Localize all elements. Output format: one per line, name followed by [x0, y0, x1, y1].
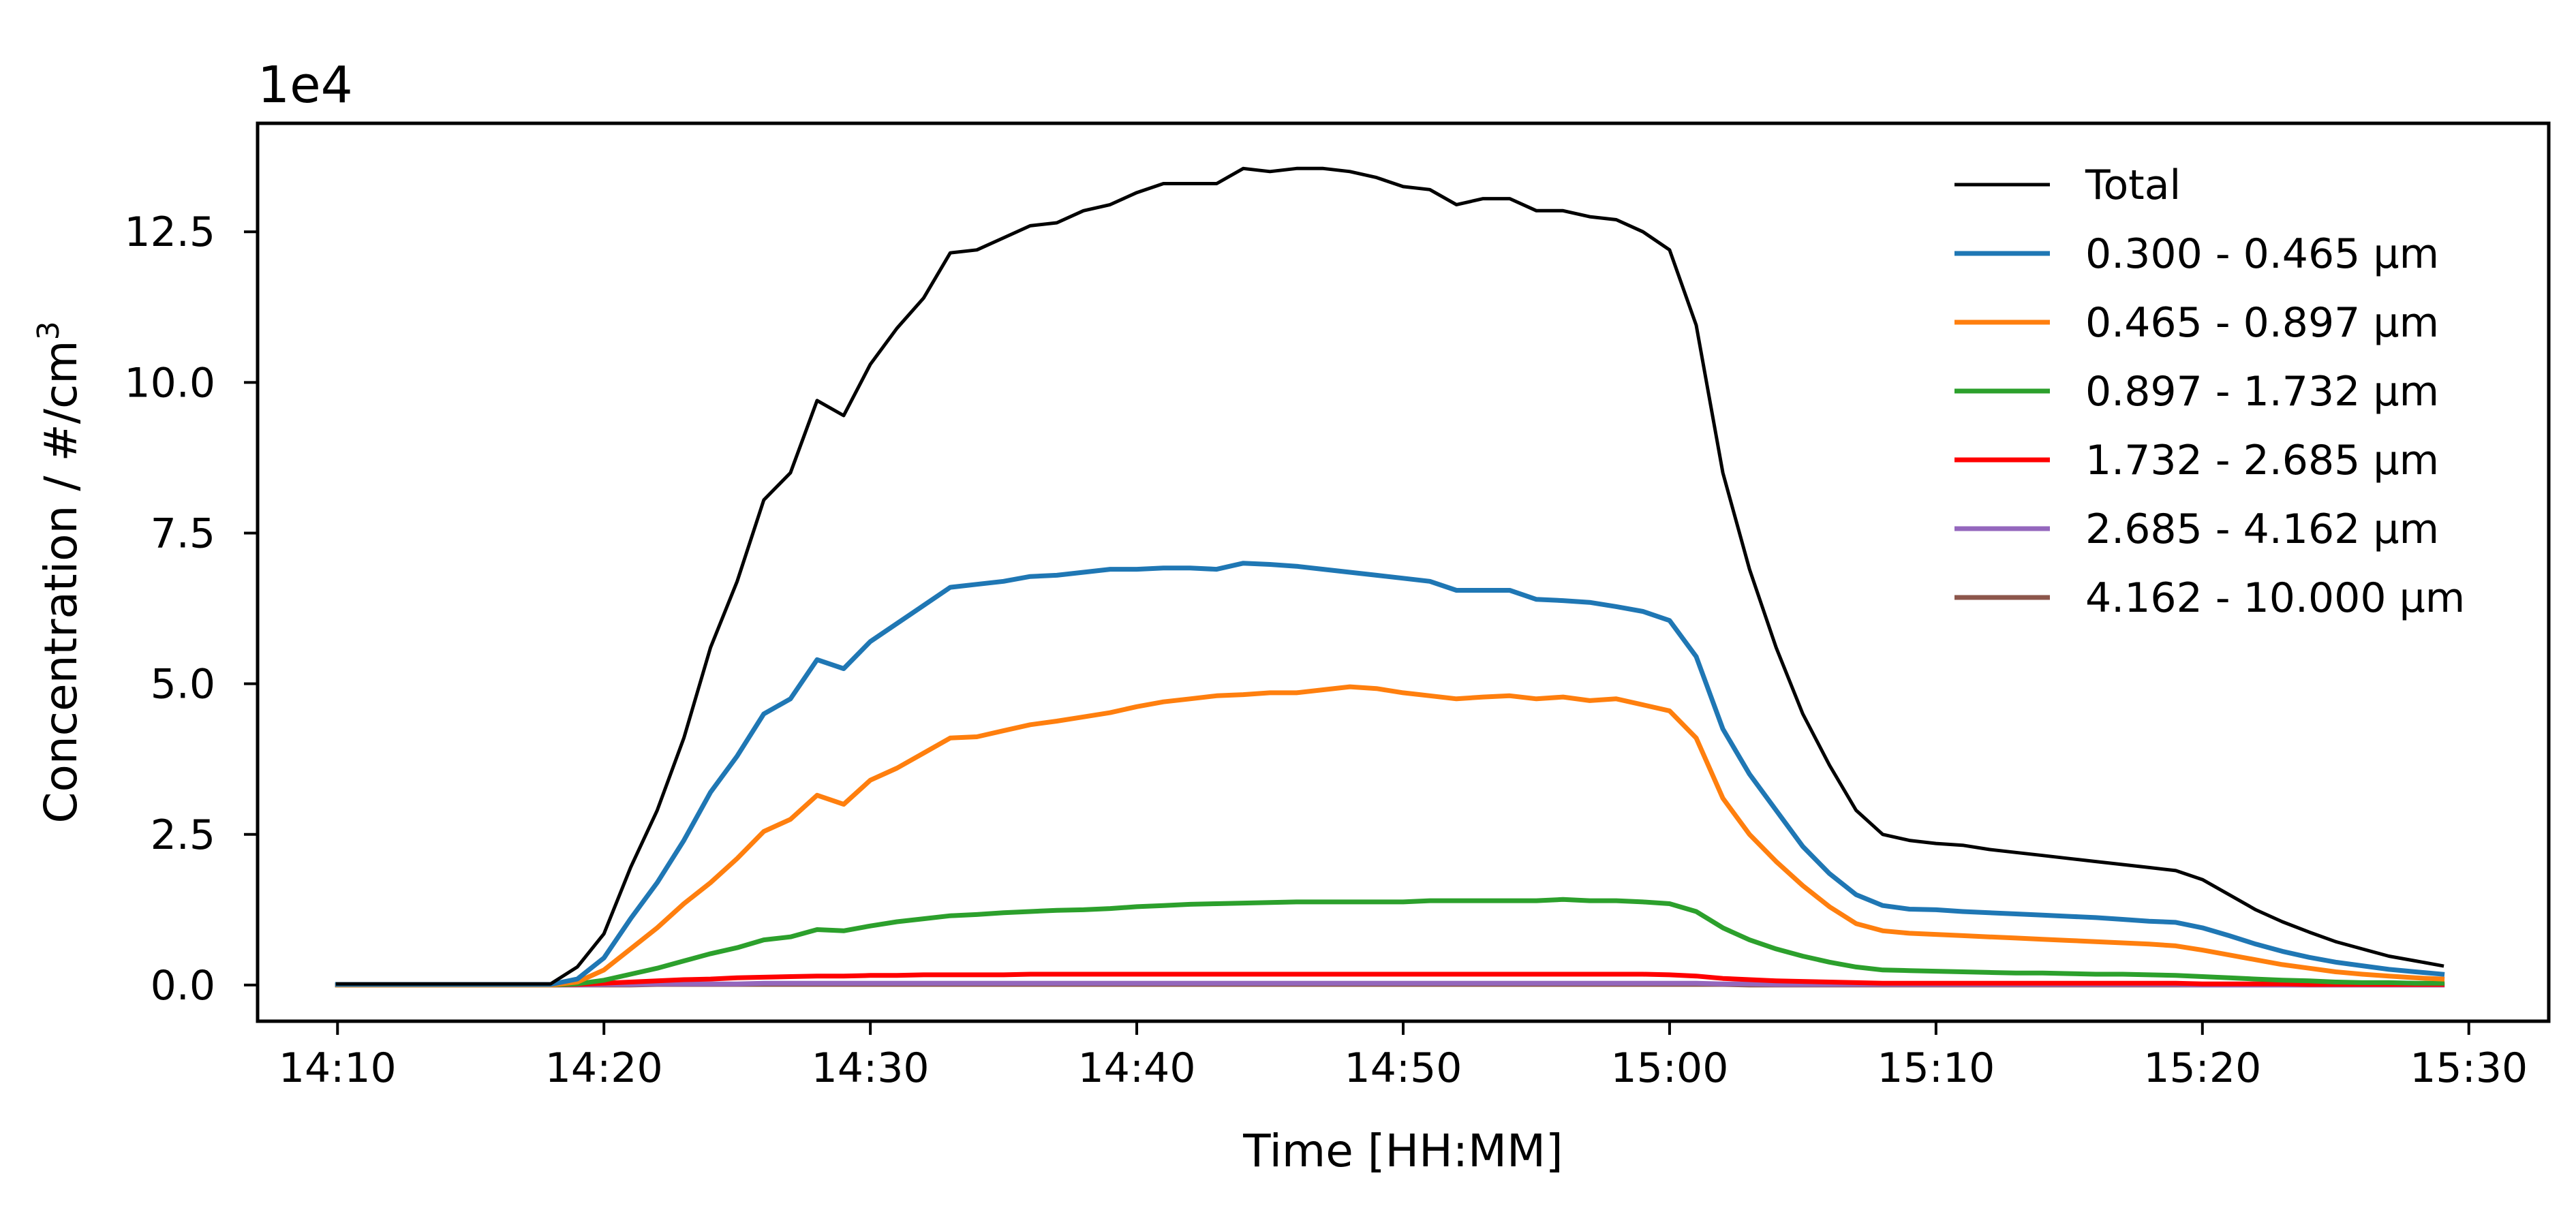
series-line-1-732-2-685-m — [335, 971, 2445, 988]
series-line-0-300-0-465-m — [335, 561, 2445, 987]
series-line-total — [335, 166, 2444, 986]
x-tick-label: 14:20 — [545, 1044, 663, 1092]
series-line-0-897-1-732-m — [335, 897, 2445, 988]
y-offset-label: 1e4 — [258, 56, 353, 114]
y-tick-label: 5.0 — [151, 661, 215, 709]
x-tick-label: 15:00 — [1610, 1044, 1728, 1092]
legend-label: 2.685 - 4.162 μm — [2085, 505, 2439, 553]
legend-label: 0.897 - 1.732 μm — [2085, 368, 2439, 416]
x-axis-label: Time [HH:MM] — [1242, 1125, 1563, 1177]
x-tick-label: 14:30 — [812, 1044, 930, 1092]
x-tick-label: 14:10 — [279, 1044, 397, 1092]
legend-label: 0.465 - 0.897 μm — [2085, 299, 2439, 347]
x-tick-label: 14:40 — [1078, 1044, 1196, 1092]
y-axis-label-superscript: 3 — [31, 321, 66, 340]
y-tick-label: 2.5 — [151, 811, 215, 859]
y-tick-label: 0.0 — [151, 962, 215, 1010]
legend: Total 0.300 - 0.465 μm 0.465 - 0.897 μm 0.8… — [1954, 161, 2465, 622]
series-layer — [335, 166, 2445, 988]
series-line-0-465-0-897-m — [335, 684, 2445, 988]
x-tick-label: 14:50 — [1345, 1044, 1462, 1092]
legend-label: 0.300 - 0.465 μm — [2085, 230, 2439, 278]
legend-label: 4.162 - 10.000 μm — [2085, 574, 2465, 622]
legend-label: Total — [2085, 161, 2181, 209]
legend-label: 1.732 - 2.685 μm — [2085, 437, 2439, 484]
y-tick-label: 7.5 — [151, 510, 215, 558]
y-tick-label: 12.5 — [124, 208, 215, 256]
x-tick-label: 15:30 — [2410, 1044, 2528, 1092]
x-tick-label: 15:20 — [2143, 1044, 2261, 1092]
y-axis-label: Concentration / #/cm3 — [31, 321, 87, 823]
y-tick-label: 10.0 — [124, 359, 215, 407]
x-tick-label: 15:10 — [1877, 1044, 1995, 1092]
plot-frame — [256, 121, 2551, 1023]
y-axis-label-text: Concentration / #/cm — [35, 340, 87, 823]
axes-layer: 14:10 14:20 14:30 14:40 14:50 15:00 15:10 15:20… — [124, 208, 2528, 1092]
